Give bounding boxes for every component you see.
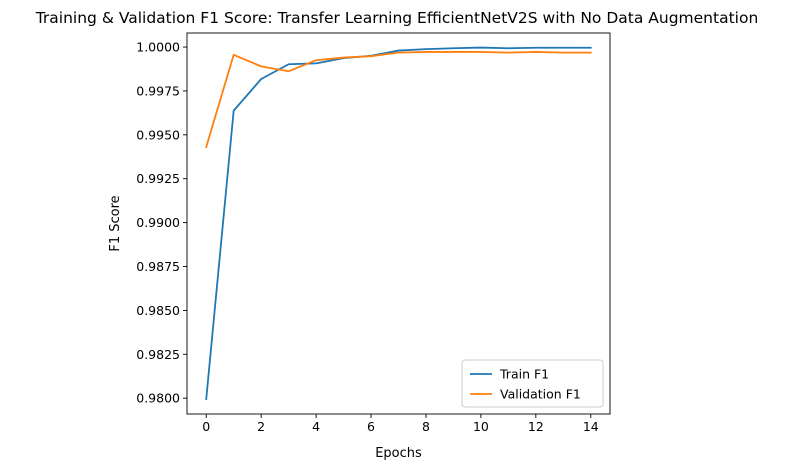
x-tick-label: 6 (367, 419, 375, 434)
y-axis-ticks: 0.9800 0.9825 0.9850 0.9875 0.9900 0.9925 0.99… (136, 40, 187, 406)
y-tick-label: 0.9800 (136, 391, 180, 406)
y-tick-label: 1.0000 (136, 40, 180, 55)
legend-box (461, 359, 604, 408)
y-tick-label: 0.9975 (136, 83, 180, 98)
x-tick-label: 4 (312, 419, 320, 434)
series-line-train-f1 (205, 46, 592, 401)
legend: Train F1 Validation F1 (461, 359, 604, 408)
y-tick-label: 0.9875 (136, 259, 180, 274)
chart-title: Training & Validation F1 Score: Transfer… (35, 9, 759, 27)
x-tick-label: 10 (473, 419, 489, 434)
series-lines (205, 46, 592, 401)
legend-label: Validation F1 (500, 387, 581, 402)
x-tick-label: 2 (257, 419, 265, 434)
y-tick-label: 0.9925 (136, 171, 180, 186)
y-axis-label: F1 Score (108, 195, 123, 251)
x-axis-label: Epochs (375, 446, 422, 461)
x-axis-ticks: 0 2 4 6 8 10 12 14 (202, 414, 599, 434)
y-tick-label: 0.9825 (136, 347, 180, 362)
x-tick-label: 12 (528, 419, 544, 434)
x-tick-label: 0 (202, 419, 210, 434)
legend-label: Train F1 (499, 367, 549, 382)
x-tick-label: 8 (422, 419, 430, 434)
axes-frame (186, 32, 611, 415)
y-tick-label: 0.9850 (136, 303, 180, 318)
x-tick-label: 14 (583, 419, 599, 434)
series-line-validation-f1 (205, 51, 592, 149)
y-tick-label: 0.9950 (136, 127, 180, 142)
y-tick-label: 0.9900 (136, 215, 180, 230)
